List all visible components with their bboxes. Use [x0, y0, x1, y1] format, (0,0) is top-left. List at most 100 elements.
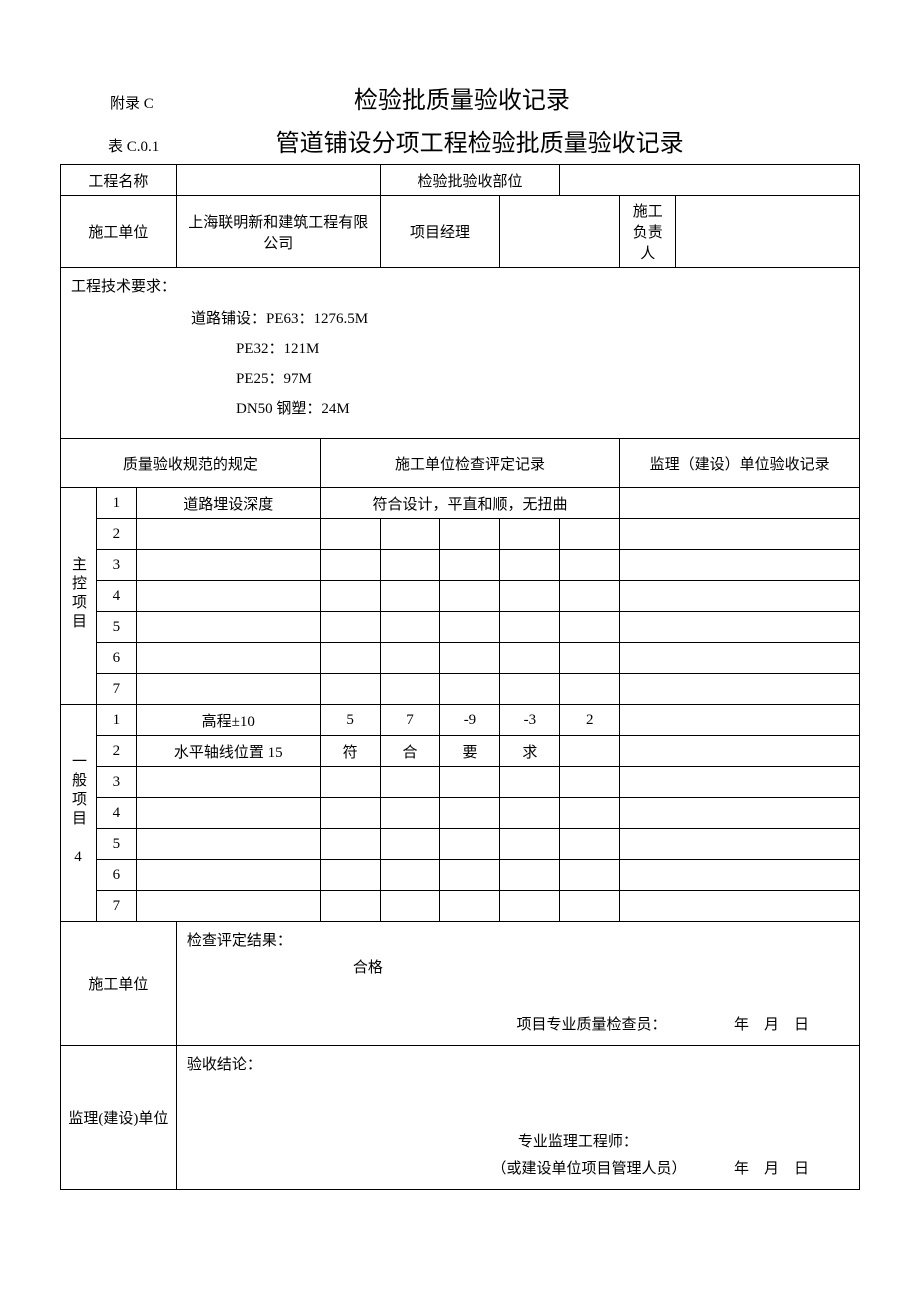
gen-supervision — [620, 829, 860, 860]
cell — [320, 860, 380, 891]
main-title: 检验批质量验收记录 — [154, 80, 770, 115]
gen-supervision — [620, 767, 860, 798]
cell — [440, 829, 500, 860]
main-row-7: 7 — [61, 674, 860, 705]
col-supervision-record: 监理（建设）单位验收记录 — [620, 439, 860, 488]
header-row: 附录 C 检验批质量验收记录 — [60, 80, 860, 115]
col-construction-record: 施工单位检查评定记录 — [320, 439, 620, 488]
cell — [440, 519, 500, 550]
general-row-1: 一般项目 4 1 高程±10 5 7 -9 -3 2 — [61, 705, 860, 736]
cell — [440, 767, 500, 798]
cell — [380, 519, 440, 550]
general-row-7: 7 — [61, 891, 860, 922]
main-row-2: 2 — [61, 519, 860, 550]
gen-idx: 2 — [96, 736, 136, 767]
cell — [380, 829, 440, 860]
cell — [560, 581, 620, 612]
main-row-5: 5 — [61, 612, 860, 643]
gen-name — [136, 829, 320, 860]
tech-req-line2: PE32：121M — [61, 332, 860, 362]
cell — [380, 891, 440, 922]
main-idx: 4 — [96, 581, 136, 612]
subheader-row: 表 C.0.1 管道铺设分项工程检验批质量验收记录 — [60, 123, 860, 158]
tech-req-heading: 工程技术要求： — [61, 268, 860, 303]
cell — [500, 891, 560, 922]
cell — [380, 550, 440, 581]
main-row-6: 6 — [61, 643, 860, 674]
main-supervision — [620, 643, 860, 674]
main-supervision — [620, 612, 860, 643]
main-name — [136, 519, 320, 550]
main-supervision — [620, 488, 860, 519]
cell — [560, 674, 620, 705]
main-idx: 6 — [96, 643, 136, 674]
gen-supervision — [620, 891, 860, 922]
gen-idx: 4 — [96, 798, 136, 829]
cell: 7 — [380, 705, 440, 736]
gen-name — [136, 860, 320, 891]
cell — [560, 860, 620, 891]
cell — [380, 581, 440, 612]
cell: 要 — [440, 736, 500, 767]
cell — [320, 643, 380, 674]
cell — [440, 550, 500, 581]
cell — [380, 860, 440, 891]
info-row-1: 工程名称 检验批验收部位 — [61, 165, 860, 196]
cell: -9 — [440, 705, 500, 736]
col-spec: 质量验收规范的规定 — [61, 439, 321, 488]
main-row-4: 4 — [61, 581, 860, 612]
cell — [380, 767, 440, 798]
cell — [500, 798, 560, 829]
cell — [560, 829, 620, 860]
cell — [560, 798, 620, 829]
gen-name — [136, 798, 320, 829]
cell — [440, 798, 500, 829]
cell: 符 — [320, 736, 380, 767]
cell — [320, 519, 380, 550]
general-items-label: 一般项目 4 — [61, 705, 97, 922]
check-signature-line: 项目专业质量检查员： 年 月 日 — [187, 1012, 849, 1039]
supervisor-result-label: 监理(建设)单位 — [61, 1046, 177, 1190]
cell — [320, 581, 380, 612]
gen-idx: 5 — [96, 829, 136, 860]
cell — [440, 581, 500, 612]
main-name — [136, 550, 320, 581]
contractor-result-row: 施工单位 检查评定结果： 合格 项目专业质量检查员： 年 月 日 — [61, 922, 860, 1046]
check-result-value: 合格 — [187, 955, 849, 982]
gen-idx: 6 — [96, 860, 136, 891]
general-row-4: 4 — [61, 798, 860, 829]
supervisor-signer-1: 专业监理工程师： — [187, 1129, 849, 1156]
accept-dept-label: 检验批验收部位 — [380, 165, 560, 196]
cell — [500, 581, 560, 612]
cell — [560, 767, 620, 798]
cell — [560, 891, 620, 922]
cell — [500, 550, 560, 581]
gen-name: 高程±10 — [136, 705, 320, 736]
gen-supervision — [620, 736, 860, 767]
table-number: 表 C.0.1 — [108, 135, 159, 156]
supervisor-result-row: 监理(建设)单位 验收结论： 专业监理工程师： （或建设单位项目管理人员） 年 … — [61, 1046, 860, 1190]
general-row-5: 5 — [61, 829, 860, 860]
main-items-label: 主控项目 — [61, 488, 97, 705]
main-supervision — [620, 581, 860, 612]
cell — [440, 612, 500, 643]
main-record-full: 符合设计，平直和顺，无扭曲 — [320, 488, 620, 519]
pm-label: 项目经理 — [380, 196, 500, 268]
annex-label: 附录 C — [110, 92, 154, 113]
contractor-label: 施工单位 — [61, 196, 177, 268]
cell — [500, 829, 560, 860]
cell — [380, 674, 440, 705]
cell — [320, 798, 380, 829]
main-name — [136, 674, 320, 705]
cell: 2 — [560, 705, 620, 736]
cell — [320, 550, 380, 581]
project-name-label: 工程名称 — [61, 165, 177, 196]
cell — [500, 612, 560, 643]
cell — [320, 767, 380, 798]
gen-supervision — [620, 705, 860, 736]
supervisor-signer-2-line: （或建设单位项目管理人员） 年 月 日 — [187, 1156, 849, 1183]
main-name — [136, 643, 320, 674]
main-idx: 5 — [96, 612, 136, 643]
tech-req-line1: 道路铺设：PE63：1276.5M — [61, 302, 860, 332]
cell: 合 — [380, 736, 440, 767]
